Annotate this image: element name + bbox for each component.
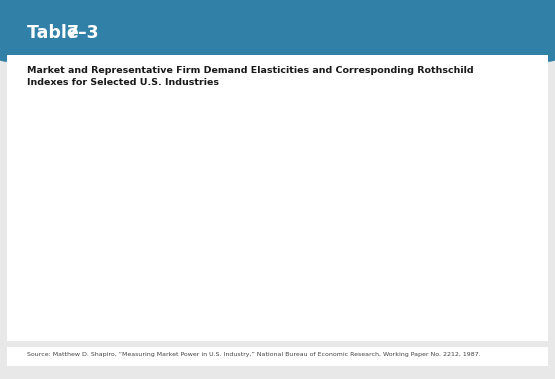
Text: Paper: Paper: [19, 262, 44, 271]
Text: −3.8: −3.8: [354, 199, 376, 208]
Text: 0.78: 0.78: [516, 326, 536, 335]
Text: −1.5: −1.5: [223, 262, 244, 271]
Text: −1.8: −1.8: [223, 326, 244, 335]
Text: 0.26: 0.26: [517, 199, 536, 208]
Text: Food: Food: [19, 199, 41, 208]
Text: Tobacco: Tobacco: [19, 215, 54, 224]
Text: 0.56: 0.56: [516, 278, 536, 287]
Text: −2.3: −2.3: [354, 342, 375, 351]
Text: 0.88: 0.88: [516, 310, 536, 319]
Text: Rubber: Rubber: [19, 326, 51, 335]
Text: −1.8: −1.8: [223, 278, 244, 287]
Text: −3.2: −3.2: [354, 278, 375, 287]
Text: 1.00: 1.00: [516, 294, 536, 303]
Text: Table: Table: [27, 24, 84, 42]
Text: 7–3: 7–3: [67, 24, 99, 42]
Text: Industry: Industry: [19, 157, 57, 166]
Text: −1.3: −1.3: [223, 215, 244, 224]
Text: 0.52: 0.52: [516, 342, 536, 351]
Text: −1.5: −1.5: [223, 310, 244, 319]
Text: Textiles: Textiles: [19, 230, 52, 240]
Text: −1.5: −1.5: [223, 230, 244, 240]
Text: −2.3: −2.3: [354, 326, 375, 335]
Text: Printing and publishing: Printing and publishing: [19, 278, 120, 287]
Text: Petroleum: Petroleum: [19, 310, 63, 319]
Text: 0.27: 0.27: [516, 246, 536, 255]
Text: 1.00: 1.00: [516, 215, 536, 224]
Text: −4.7: −4.7: [354, 230, 375, 240]
Text: −1.5: −1.5: [223, 294, 244, 303]
Text: −1.5: −1.5: [354, 294, 375, 303]
Text: −1.0: −1.0: [223, 199, 244, 208]
Text: Rothschild Index: Rothschild Index: [460, 157, 536, 166]
Text: Chemicals: Chemicals: [19, 294, 64, 303]
Text: 0.32: 0.32: [516, 230, 536, 240]
Text: −1.7: −1.7: [354, 262, 375, 271]
Text: −1.2: −1.2: [223, 342, 244, 351]
Text: Market and Representative Firm Demand Elasticities and Corresponding Rothschild
: Market and Representative Firm Demand El…: [27, 66, 473, 87]
Text: Own Price Elasticity
of Demand for
Representative
Firm’s Product: Own Price Elasticity of Demand for Repre…: [320, 140, 410, 182]
Text: Apparel: Apparel: [19, 246, 53, 255]
Text: −1.1: −1.1: [223, 246, 244, 255]
Text: Own Price Elasticity
of Market Demand: Own Price Elasticity of Market Demand: [188, 151, 278, 171]
Text: −1.3: −1.3: [354, 215, 375, 224]
Text: −1.7: −1.7: [354, 310, 375, 319]
Text: Leather: Leather: [19, 342, 53, 351]
Text: Source: Matthew D. Shapiro, “Measuring Market Power in U.S. Industry,” National : Source: Matthew D. Shapiro, “Measuring M…: [27, 352, 480, 357]
Text: −4.1: −4.1: [355, 246, 375, 255]
Text: 0.88: 0.88: [516, 262, 536, 271]
